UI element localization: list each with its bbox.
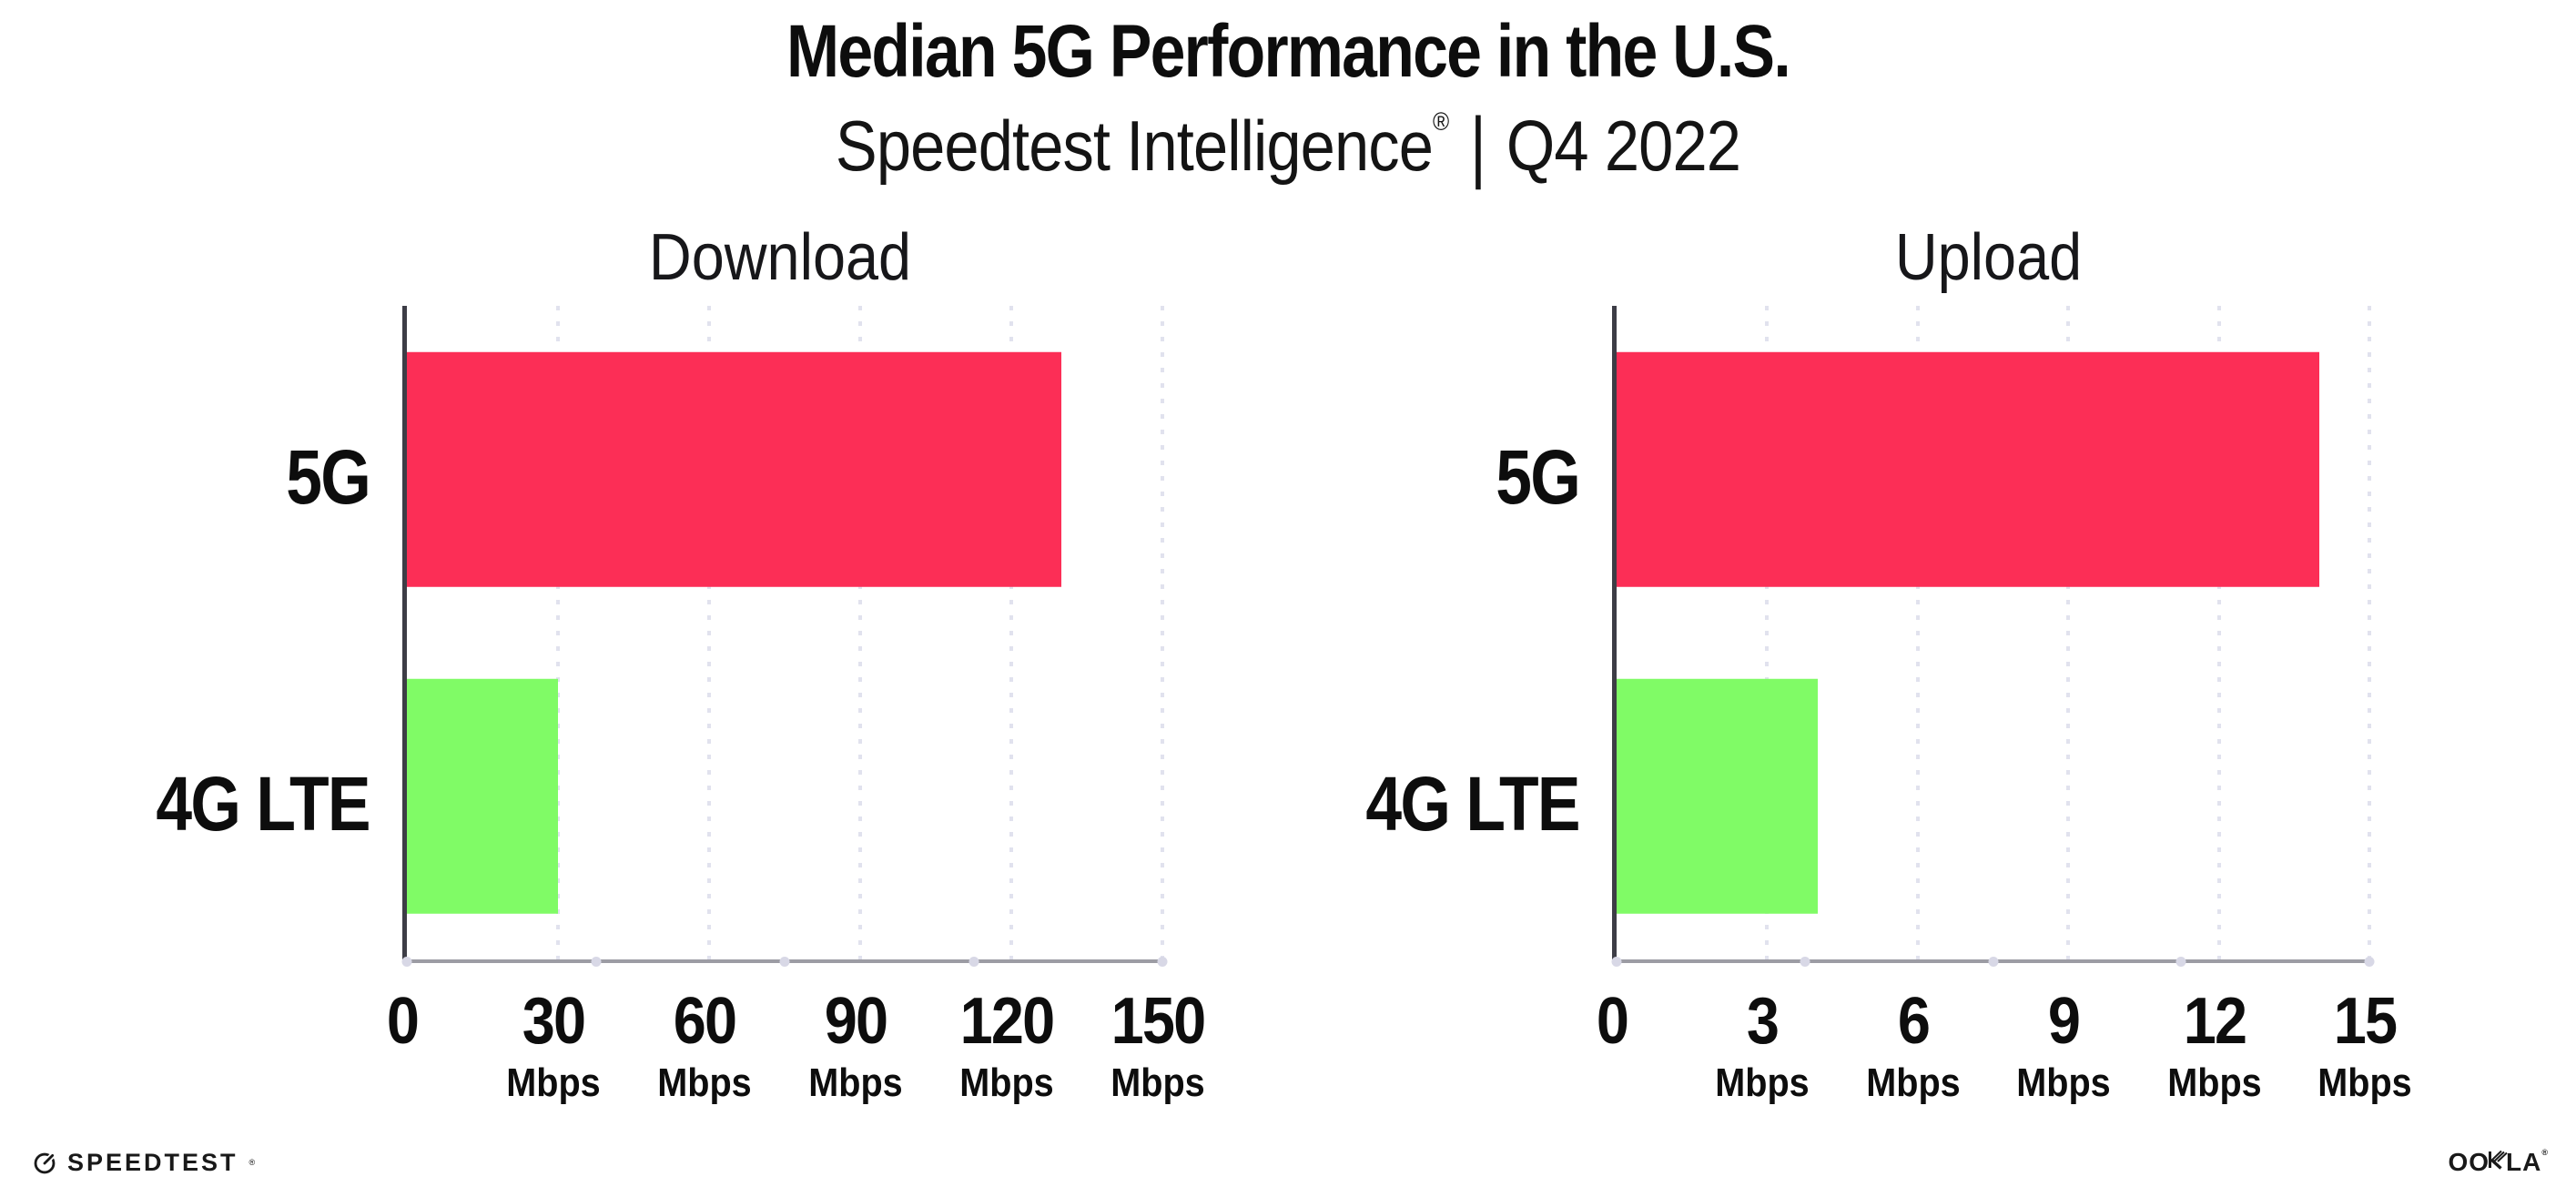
x-tick-90: 90 Mbps [804, 989, 908, 1103]
x-tick-label: 30 [522, 985, 586, 1058]
x-tick-3: 3 Mbps [1710, 989, 1815, 1103]
x-tick-0: 0 [1595, 989, 1629, 1054]
speedtest-logo-text: SPEEDTEST [67, 1149, 238, 1176]
header: Median 5G Performance in the U.S. Speedt… [0, 0, 2576, 185]
x-tick-9: 9 Mbps [2012, 989, 2116, 1103]
x-tick-label: 15 [2333, 985, 2398, 1058]
x-tick-12: 12 Mbps [2162, 989, 2267, 1103]
gridline-90 [858, 306, 862, 959]
x-tick-label: 12 [2183, 985, 2246, 1058]
x-tick-120: 120 Mbps [955, 989, 1060, 1103]
x-tick-unit: Mbps [2016, 1060, 2111, 1105]
category-label-4g-lte: 4G LTE [1365, 760, 1581, 847]
gridline-150 [1161, 306, 1164, 959]
registered-mark: ® [1433, 107, 1450, 137]
category-label-5g: 5G [1496, 433, 1581, 520]
ookla-k-icon [2489, 1150, 2508, 1170]
x-tick-label: 3 [1747, 985, 1780, 1058]
plot-area-download [401, 306, 1168, 967]
bar-5g [407, 351, 1062, 587]
ookla-logo: OO LA® [2448, 1149, 2549, 1175]
x-tick-unit: Mbps [1111, 1060, 1205, 1105]
category-label-5g: 5G [286, 433, 371, 520]
axis-tick-dot [591, 957, 601, 967]
x-tick-label: 9 [2048, 985, 2081, 1058]
page-subtitle: Speedtest Intelligence® | Q4 2022 [155, 106, 2421, 185]
x-tick-unit: Mbps [959, 1060, 1054, 1105]
chart-title-download: Download [648, 221, 912, 294]
gridline-12 [2216, 306, 2221, 959]
x-tick-label: 0 [386, 985, 420, 1058]
axis-tick-dot [779, 957, 790, 967]
x-tick-label: 120 [959, 985, 1056, 1058]
x-tick-6: 6 Mbps [1861, 989, 1965, 1103]
gridline-30 [556, 306, 560, 959]
x-tick-label: 0 [1596, 985, 1629, 1058]
gridline-15 [2368, 306, 2371, 959]
x-tick-label: 60 [673, 985, 737, 1058]
x-tick-unit: Mbps [506, 1060, 601, 1105]
gridline-120 [1009, 306, 1013, 959]
category-label-4g-lte: 4G LTE [156, 760, 371, 847]
axis-tick-dot [1157, 957, 1168, 967]
bar-4g-lte [407, 678, 558, 914]
gridline-3 [1765, 306, 1770, 959]
x-tick-unit: Mbps [808, 1060, 903, 1105]
x-tick-label: 90 [824, 985, 888, 1058]
axis-tick-dot [1800, 957, 1810, 967]
x-tick-30: 30 Mbps [502, 989, 606, 1103]
footer: SPEEDTEST ® OO LA® [0, 1133, 2576, 1197]
chart-title-upload: Upload [1894, 221, 2083, 294]
axis-tick-dot [2364, 957, 2375, 967]
x-tick-unit: Mbps [1715, 1060, 1810, 1105]
axis-tick-dot [969, 957, 979, 967]
x-tick-60: 60 Mbps [653, 989, 757, 1103]
x-tick-unit: Mbps [2317, 1060, 2412, 1105]
ookla-registered-mark: ® [2541, 1148, 2549, 1157]
axis-tick-dot [2175, 957, 2186, 967]
gridline-6 [1915, 306, 1920, 959]
x-tick-unit: Mbps [657, 1060, 752, 1105]
speedtest-logo: SPEEDTEST ® [33, 1151, 255, 1175]
subtitle-period: Q4 2022 [1506, 106, 1741, 187]
speedtest-gauge-icon [34, 1151, 56, 1173]
page-title: Median 5G Performance in the U.S. [786, 10, 1791, 93]
x-tick-unit: Mbps [2166, 1060, 2262, 1105]
subtitle-brand: Speedtest Intelligence [835, 106, 1434, 187]
gridline-60 [707, 306, 711, 959]
plot-area-upload [1611, 306, 2375, 967]
x-tick-0: 0 [385, 989, 420, 1054]
bar-4g-lte [1617, 678, 1818, 914]
speedtest-registered-mark: ® [248, 1158, 256, 1167]
axis-tick-dot [401, 957, 412, 967]
ookla-logo-text-left: OO [2448, 1148, 2490, 1176]
subtitle-separator: | [1470, 100, 1486, 191]
x-tick-label: 6 [1897, 985, 1931, 1058]
x-tick-15: 15 Mbps [2313, 989, 2418, 1103]
x-tick-unit: Mbps [1866, 1060, 1961, 1105]
x-tick-150: 150 Mbps [1106, 989, 1211, 1103]
axis-tick-dot [1988, 957, 1998, 967]
x-tick-label: 150 [1111, 985, 1207, 1058]
ookla-logo-text-right: LA [2506, 1148, 2542, 1176]
axis-tick-dot [1611, 957, 1622, 967]
bar-5g [1617, 351, 2319, 587]
gridline-9 [2066, 306, 2071, 959]
